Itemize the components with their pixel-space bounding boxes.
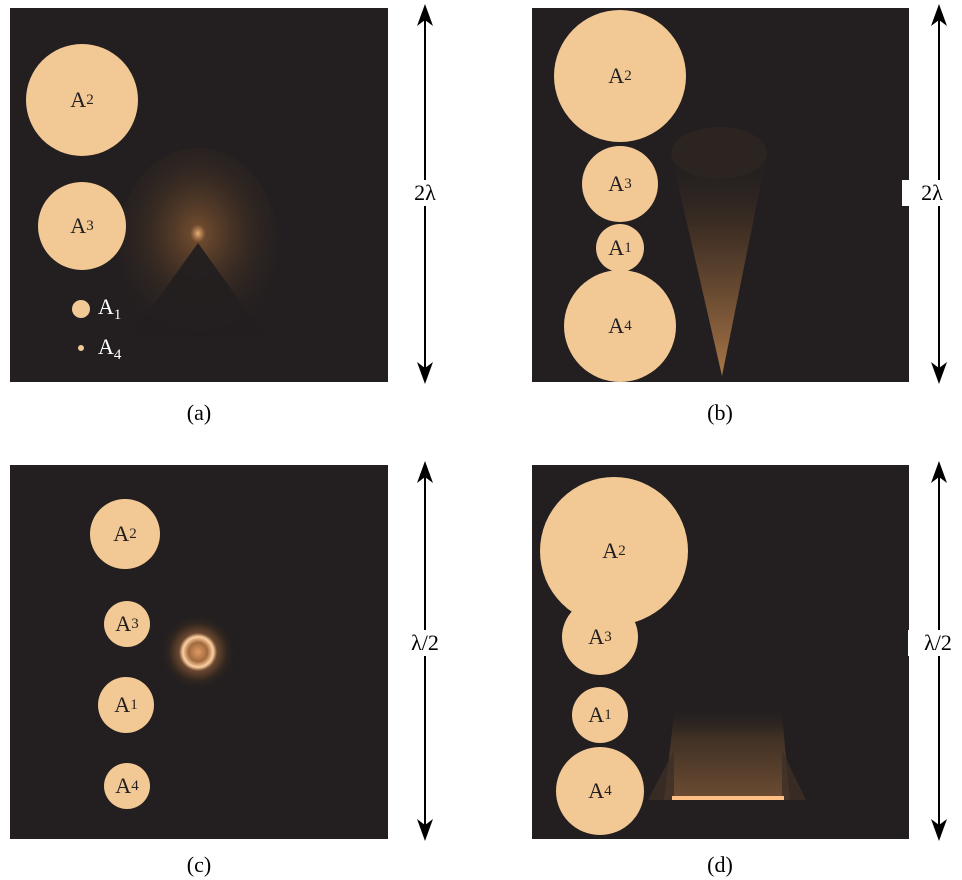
disc-label: A	[113, 521, 130, 546]
disc-label: A	[115, 611, 132, 636]
disc-label: A	[608, 171, 625, 196]
disc-label: A	[608, 63, 625, 88]
scale-label-c: λ/2	[395, 630, 455, 656]
disc-label: A	[602, 538, 619, 563]
disc-label: A	[70, 87, 87, 112]
trapezoid-glow-d	[648, 709, 806, 800]
disc-label: A	[114, 692, 131, 717]
label-text: A	[98, 294, 114, 319]
disc-sub: 4	[624, 317, 632, 334]
cone-glow-a	[118, 148, 278, 338]
disc-sub: 2	[618, 542, 626, 559]
disc-sub: 3	[624, 175, 632, 192]
disc-label: A	[588, 778, 605, 803]
caption-d: (d)	[707, 852, 733, 877]
disc-label: A	[115, 773, 132, 798]
disc-a1-dot	[72, 300, 90, 318]
disc-sub: 3	[604, 628, 612, 645]
scale-label-b: 2λ	[902, 180, 962, 206]
label-sub: 4	[113, 347, 122, 363]
disc-sub: 1	[130, 696, 138, 713]
label-a4: A4	[98, 334, 121, 364]
scale-label-d: λ/2	[908, 630, 962, 656]
disc-label: A	[608, 235, 625, 260]
disc-sub: 3	[86, 217, 94, 234]
disc-sub: 4	[604, 782, 612, 799]
label-text: A	[98, 334, 114, 359]
caption-a: (a)	[186, 400, 212, 425]
caption-b: (b)	[707, 400, 733, 425]
disc-sub: 2	[86, 91, 94, 108]
disc-a4-dot	[78, 345, 84, 351]
disc-label: A	[608, 313, 625, 338]
disc-label: A	[588, 702, 605, 727]
disc-sub: 3	[131, 615, 139, 632]
disc-sub: 2	[624, 67, 632, 84]
disc-sub: 2	[129, 525, 137, 542]
disc-sub: 4	[131, 777, 139, 794]
caption-c: (c)	[186, 852, 212, 877]
disc-sub: 1	[604, 706, 612, 723]
ring-glow-c	[160, 614, 236, 690]
cone-glow-b	[671, 127, 767, 376]
disc-label: A	[588, 624, 605, 649]
disc-label: A	[70, 213, 87, 238]
label-a1: A1	[98, 294, 121, 324]
label-sub: 1	[113, 307, 122, 323]
disc-sub: 1	[624, 239, 632, 256]
scale-label-a: 2λ	[395, 180, 455, 206]
